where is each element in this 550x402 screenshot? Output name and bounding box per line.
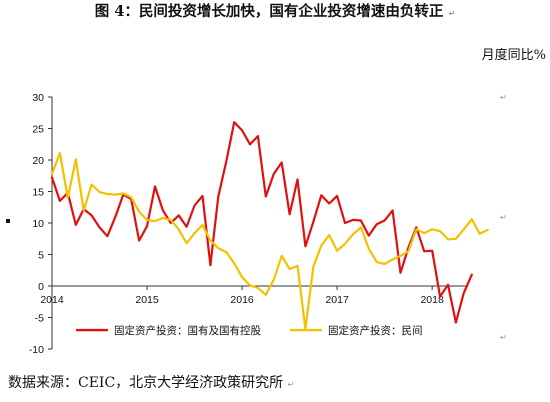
paragraph-mark-icon: ↵	[448, 9, 456, 18]
x-tick-label: 2018	[420, 294, 444, 306]
unit-label: 月度同比%	[481, 48, 546, 63]
y-tick-label: -10	[29, 344, 44, 356]
x-tick-label: 2016	[230, 294, 254, 306]
y-tick-label: 15	[32, 187, 44, 199]
legend-label-2: 固定资产投资：民间	[328, 324, 423, 337]
y-tick-label: 0	[38, 281, 44, 293]
figure-title: 图 4：民间投资增长加快，国有企业投资增速由负转正 ↵	[94, 3, 456, 20]
paragraph-marks: ↵ ↵ ↵	[6, 93, 507, 342]
legend-label-1: 固定资产投资：国有及国有控股	[114, 324, 261, 337]
x-tick-label: 2015	[135, 294, 159, 306]
x-tick-label: 2014	[40, 294, 64, 306]
series-line-1	[50, 121, 473, 324]
paragraph-mark-icon: ↵	[500, 213, 507, 222]
x-tick-label: 2017	[325, 294, 349, 306]
paragraph-mark-icon: ↵	[500, 93, 507, 102]
series-layer	[50, 121, 489, 330]
paragraph-mark-icon: ↵	[287, 380, 295, 389]
series-line-2	[50, 152, 489, 330]
data-source: 数据来源：CEIC，北京大学经济政策研究所 ↵	[8, 375, 295, 391]
y-tick-label: 30	[32, 92, 44, 104]
y-tick-label: -5	[35, 313, 44, 325]
y-tick-label: 25	[32, 124, 44, 136]
legend: 固定资产投资：国有及国有控股 固定资产投资：民间	[76, 324, 423, 337]
y-tick-label: 10	[32, 218, 44, 230]
y-tick-label: 20	[32, 155, 44, 167]
paragraph-mark-icon: ↵	[500, 333, 507, 342]
bullet-square-icon	[6, 219, 10, 223]
y-tick-label: 5	[38, 250, 44, 262]
